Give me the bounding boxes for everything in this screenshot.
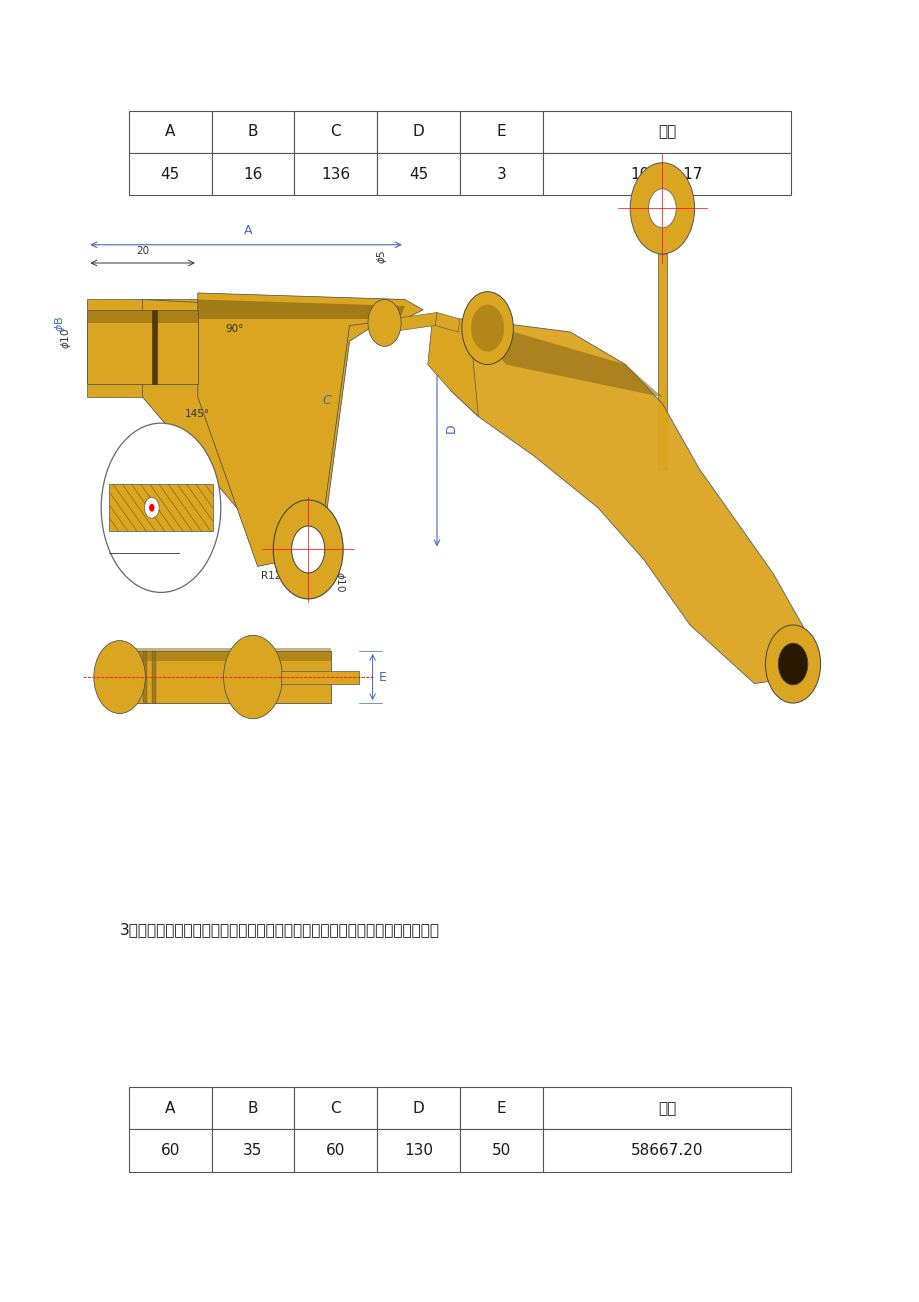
Bar: [129, 111, 211, 152]
Text: B: B: [247, 124, 258, 139]
Bar: [542, 111, 790, 152]
Polygon shape: [87, 310, 198, 384]
Bar: [460, 1129, 542, 1172]
Polygon shape: [435, 312, 460, 332]
Circle shape: [630, 163, 694, 254]
Polygon shape: [152, 651, 156, 703]
Text: 60: 60: [325, 1143, 346, 1159]
Polygon shape: [198, 299, 404, 319]
Bar: [211, 111, 294, 152]
Bar: [109, 484, 212, 531]
Text: 10: 10: [138, 570, 151, 581]
Text: 136: 136: [321, 167, 350, 182]
Circle shape: [94, 641, 145, 713]
Text: C: C: [330, 124, 341, 139]
Text: 50: 50: [492, 1143, 510, 1159]
Polygon shape: [657, 254, 666, 469]
Text: 35: 35: [243, 1143, 263, 1159]
Text: 16: 16: [243, 167, 263, 182]
Text: C: C: [322, 393, 331, 406]
Text: 45: 45: [409, 167, 427, 182]
Text: 130: 130: [403, 1143, 433, 1159]
Bar: [460, 111, 542, 152]
Text: 145°: 145°: [185, 409, 210, 419]
Bar: [460, 152, 542, 195]
Circle shape: [149, 504, 154, 512]
Bar: [294, 111, 377, 152]
Text: 90°: 90°: [225, 324, 244, 335]
Text: 体积: 体积: [657, 1100, 675, 1116]
Text: 3、参照下图构建立体模型，请注意其中孔均为贯穿孔。请问模型体积为多少？: 3、参照下图构建立体模型，请注意其中孔均为贯穿孔。请问模型体积为多少？: [119, 922, 439, 937]
Circle shape: [765, 625, 820, 703]
Bar: [211, 152, 294, 195]
Text: 体积: 体积: [657, 124, 675, 139]
Text: $\phi$5: $\phi$5: [374, 250, 389, 264]
Polygon shape: [142, 651, 147, 703]
Text: D: D: [413, 1100, 424, 1116]
Bar: [294, 1087, 377, 1129]
Text: $\phi$10: $\phi$10: [333, 572, 347, 592]
Text: E: E: [496, 1100, 505, 1116]
Bar: [211, 1087, 294, 1129]
Text: C: C: [330, 1100, 341, 1116]
Bar: [294, 1129, 377, 1172]
Polygon shape: [427, 319, 478, 417]
Text: A: A: [165, 124, 176, 139]
Bar: [542, 1129, 790, 1172]
Bar: [542, 1087, 790, 1129]
Bar: [377, 1087, 460, 1129]
Text: 45: 45: [161, 167, 179, 182]
Text: D: D: [413, 124, 424, 139]
Bar: [377, 111, 460, 152]
Circle shape: [648, 189, 675, 228]
Text: 58667.20: 58667.20: [630, 1143, 702, 1159]
Circle shape: [223, 635, 282, 719]
Text: R12: R12: [261, 572, 281, 582]
Text: 10568.17: 10568.17: [630, 167, 702, 182]
Text: 20: 20: [136, 246, 149, 256]
Circle shape: [273, 500, 343, 599]
Bar: [110, 651, 331, 703]
Bar: [129, 152, 211, 195]
Text: D: D: [444, 423, 457, 432]
Text: 60: 60: [160, 1143, 180, 1159]
Circle shape: [777, 643, 807, 685]
Bar: [152, 310, 157, 384]
Circle shape: [101, 423, 221, 592]
Bar: [211, 1129, 294, 1172]
Circle shape: [144, 497, 159, 518]
Polygon shape: [469, 319, 662, 397]
Text: E: E: [379, 671, 387, 684]
Text: $\phi$B: $\phi$B: [52, 316, 67, 332]
Bar: [460, 1087, 542, 1129]
Polygon shape: [87, 299, 198, 397]
Circle shape: [471, 305, 504, 352]
Bar: [110, 648, 331, 661]
Polygon shape: [198, 293, 423, 566]
Text: A: A: [244, 224, 253, 237]
Polygon shape: [389, 312, 437, 332]
Bar: [542, 152, 790, 195]
Text: B: B: [247, 1100, 258, 1116]
Bar: [129, 1087, 211, 1129]
Text: $\phi$10: $\phi$10: [59, 328, 74, 349]
Bar: [294, 152, 377, 195]
Text: E: E: [496, 124, 505, 139]
Text: $\phi$3: $\phi$3: [119, 456, 133, 469]
Bar: [377, 1129, 460, 1172]
Bar: [280, 671, 358, 684]
Text: 3: 3: [496, 167, 505, 182]
Text: A: A: [165, 1100, 176, 1116]
Bar: [129, 1129, 211, 1172]
Polygon shape: [87, 310, 198, 323]
Bar: [377, 152, 460, 195]
Polygon shape: [142, 299, 404, 575]
Circle shape: [291, 526, 324, 573]
Polygon shape: [450, 319, 809, 684]
Circle shape: [461, 292, 513, 365]
Circle shape: [368, 299, 401, 346]
